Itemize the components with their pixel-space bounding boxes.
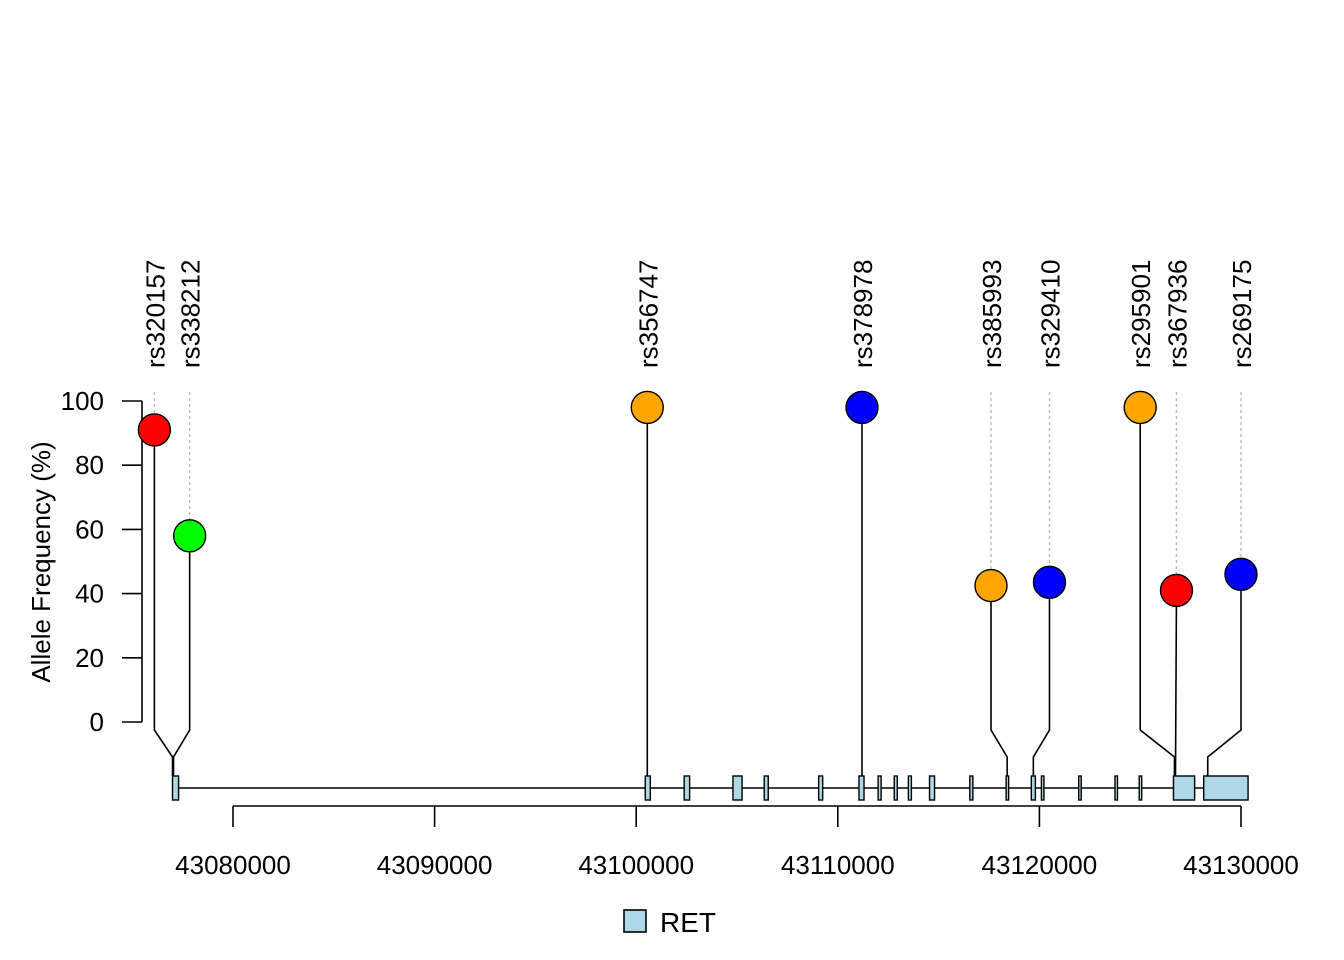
x-ticks: 43080000 43090000 43100000 43110000 43120000… bbox=[175, 806, 1299, 880]
exon bbox=[928, 775, 936, 801]
exon bbox=[1172, 775, 1196, 801]
point-label: rs295901 bbox=[1126, 260, 1156, 368]
exon bbox=[1138, 775, 1143, 801]
exons bbox=[171, 775, 1249, 801]
point-marker bbox=[1123, 390, 1157, 425]
x-tick-label: 43090000 bbox=[377, 850, 493, 880]
exon bbox=[1078, 775, 1082, 801]
exon bbox=[1005, 775, 1010, 801]
x-tick-label: 43110000 bbox=[781, 850, 895, 880]
point-label: rs367936 bbox=[1162, 260, 1192, 368]
y-axis: 0 20 40 60 80 100 Allele Frequency (%) bbox=[26, 386, 143, 737]
exon bbox=[732, 775, 743, 801]
y-tick-label: 20 bbox=[75, 643, 104, 673]
legend-swatch bbox=[623, 909, 647, 933]
x-tick-label: 43100000 bbox=[578, 850, 694, 880]
y-ticks: 0 20 40 60 80 100 bbox=[61, 386, 142, 737]
point-marker bbox=[1224, 557, 1258, 592]
point-label: rs338212 bbox=[176, 260, 206, 368]
point-label: rs378978 bbox=[848, 260, 878, 368]
stem bbox=[1032, 582, 1051, 776]
points bbox=[137, 390, 1258, 608]
point-marker bbox=[974, 568, 1008, 603]
point-label: rs356747 bbox=[633, 260, 663, 368]
exon bbox=[893, 775, 898, 801]
y-tick-label: 100 bbox=[61, 386, 104, 416]
point-marker bbox=[630, 390, 664, 425]
stem bbox=[172, 535, 191, 776]
y-tick-label: 40 bbox=[75, 579, 104, 609]
exon bbox=[1030, 775, 1037, 801]
point-marker bbox=[172, 519, 207, 553]
x-tick-label: 43130000 bbox=[1183, 850, 1299, 880]
point-labels: rs320157 rs338212 rs356747 rs378978 rs385993… bbox=[140, 260, 1257, 368]
exon bbox=[969, 775, 974, 801]
stem bbox=[1206, 574, 1242, 776]
label-guides bbox=[153, 392, 1242, 591]
y-axis-label: Allele Frequency (%) bbox=[26, 441, 56, 682]
point-label: rs329410 bbox=[1035, 260, 1065, 368]
stem bbox=[153, 429, 174, 776]
legend-label: RET bbox=[660, 907, 716, 938]
stem bbox=[1139, 407, 1176, 776]
x-tick-label: 43080000 bbox=[175, 850, 291, 880]
point-label: rs385993 bbox=[977, 260, 1007, 368]
stem bbox=[1174, 590, 1178, 777]
point-marker bbox=[1159, 573, 1194, 608]
exon bbox=[907, 775, 913, 801]
exon bbox=[858, 775, 865, 801]
exon bbox=[1040, 775, 1045, 801]
x-axis: 43080000 43090000 43100000 43110000 43120000… bbox=[175, 805, 1299, 880]
legend: RET bbox=[623, 907, 716, 938]
point-marker bbox=[137, 413, 172, 447]
y-tick-label: 0 bbox=[90, 707, 104, 737]
point-label: rs320157 bbox=[140, 260, 170, 368]
exon bbox=[817, 775, 824, 801]
exon bbox=[1203, 775, 1249, 801]
point-marker bbox=[1032, 565, 1067, 600]
y-tick-label: 80 bbox=[75, 450, 104, 480]
point-marker bbox=[845, 390, 879, 425]
exon bbox=[763, 775, 769, 801]
stem bbox=[990, 585, 1008, 776]
stems bbox=[153, 407, 1242, 777]
y-tick-label: 60 bbox=[75, 514, 104, 544]
point-label: rs269175 bbox=[1227, 260, 1257, 368]
exon bbox=[683, 775, 691, 801]
exon bbox=[1114, 775, 1119, 801]
x-tick-label: 43120000 bbox=[982, 850, 1098, 880]
exon bbox=[171, 775, 180, 801]
exon bbox=[877, 775, 882, 801]
exon bbox=[644, 775, 652, 801]
